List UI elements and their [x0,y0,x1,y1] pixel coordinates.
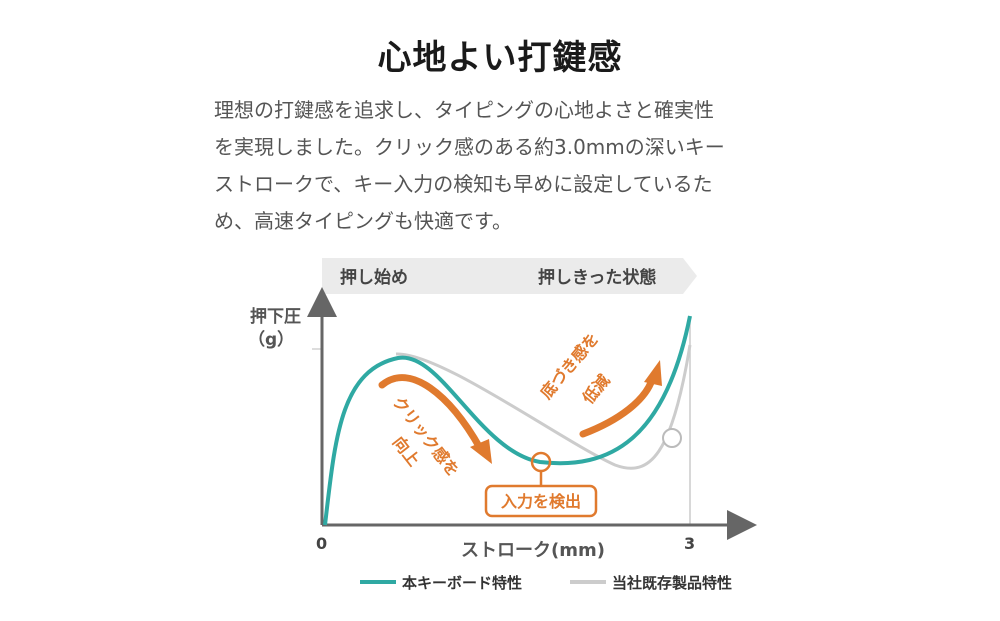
x-axis-label: ストローク(mm) [461,540,605,561]
x-tick-0: 0 [316,534,327,553]
description-line-4: め、高速タイピングも快適です。 [214,209,512,233]
y-axis-unit: （g） [248,329,294,350]
y-axis-label: 押下圧 [250,306,301,327]
existing-product-curve [395,344,692,470]
legend-this-label: 本キーボード特性 [402,574,522,592]
bottom-out-arrow-head [644,360,662,386]
click-feel-arrow [378,374,484,452]
input-detect-callout [484,484,598,518]
description-line-1: 理想の打鍵感を追求し、タイピングの心地よさと確実性 [214,98,714,122]
phase-start-label: 押し始め [340,267,408,288]
legend-existing-label: 当社既存製品特性 [612,574,732,592]
description-line-3: ストロークで、キー入力の検知も早めに設定しているた [214,172,713,196]
input-detect-label: 入力を検出 [501,492,581,511]
bottom-out-arrow [579,376,656,438]
page-title: 心地よい打鍵感 [377,38,623,78]
x-tick-3: 3 [684,534,695,553]
description-line-2: を実現しました。クリック感のある約3.0mmの深いキー [214,135,725,159]
bottom-out-label-2: 低減 [578,371,614,409]
this-product-curve [323,315,692,526]
phase-end-label: 押しきった状態 [538,267,656,288]
phase-bar [322,258,697,294]
click-feel-arrow-head [470,439,492,464]
description: 理想の打鍵感を追求し、タイピングの心地よさと確実性 を実現しました。クリック感の… [214,92,794,240]
existing-bottom-marker [662,428,682,448]
